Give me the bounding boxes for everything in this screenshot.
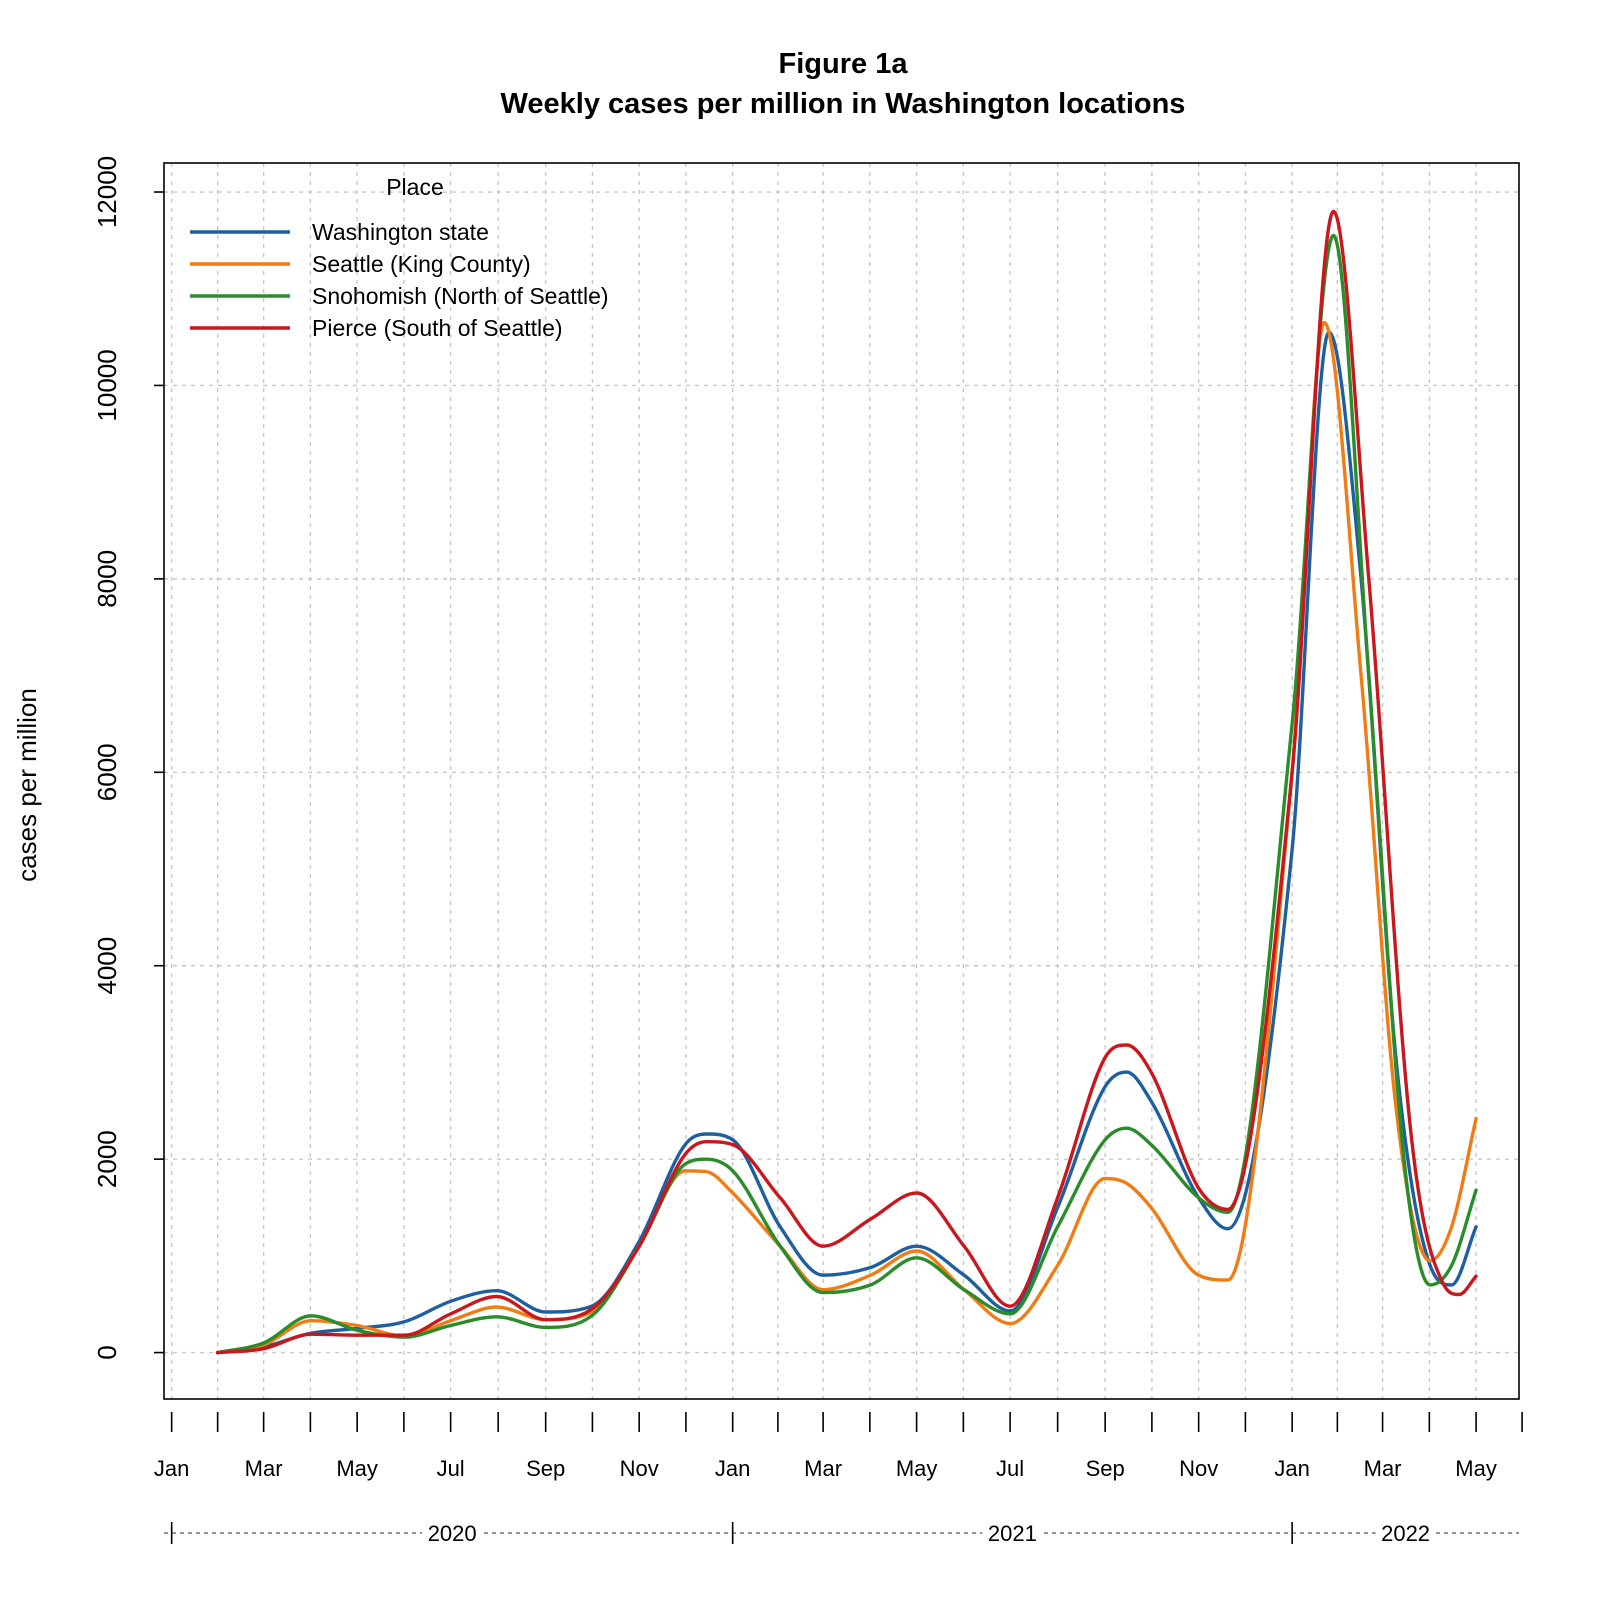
x-tick-label: Jul	[996, 1456, 1024, 1481]
legend-label: Pierce (South of Seattle)	[312, 315, 563, 341]
legend-label: Washington state	[312, 219, 489, 245]
x-tick-label: Sep	[1086, 1456, 1125, 1481]
series-line-snohomish-north-of-seattle	[215, 233, 1478, 1355]
legend-label: Seattle (King County)	[312, 251, 531, 277]
year-axis: 2020 2021 2022	[164, 1519, 1519, 1547]
x-tick-label: Nov	[1179, 1456, 1218, 1481]
chart-title: Figure 1a	[779, 48, 909, 80]
x-tick-label: Mar	[1364, 1456, 1402, 1481]
y-tick-label: 0	[92, 1345, 122, 1359]
x-tick-label: Jan	[1274, 1456, 1309, 1481]
x-tick-label: Mar	[804, 1456, 842, 1481]
x-tick-label: May	[896, 1456, 938, 1481]
year-label: 2022	[1381, 1521, 1430, 1546]
chart-subtitle: Weekly cases per million in Washington l…	[501, 88, 1186, 120]
legend: Place Washington state Seattle (King Coun…	[190, 174, 609, 341]
series-lines	[215, 209, 1478, 1355]
year-label: 2020	[428, 1521, 477, 1546]
plot-frame	[163, 162, 1520, 1400]
x-tick-label: Sep	[526, 1456, 565, 1481]
x-tick-label: May	[336, 1456, 378, 1481]
y-tick-label: 2000	[92, 1130, 122, 1188]
series-line-washington-state	[215, 330, 1478, 1355]
x-tick-label: Jul	[437, 1456, 465, 1481]
x-tick-label: Mar	[245, 1456, 283, 1481]
series-line-seattle-king-county	[215, 320, 1478, 1355]
grid	[164, 163, 1519, 1399]
legend-label: Snohomish (North of Seattle)	[312, 283, 609, 309]
year-label-background	[1375, 1519, 1436, 1547]
legend-title: Place	[386, 174, 444, 200]
y-tick-label: 8000	[92, 550, 122, 608]
y-tick-label: 4000	[92, 937, 122, 995]
x-tick-label: May	[1455, 1456, 1497, 1481]
y-axis: 0 2000 4000 6000 8000 10000 12000	[92, 156, 164, 1360]
year-label-background	[422, 1519, 483, 1547]
x-tick-label: Jan	[715, 1456, 750, 1481]
y-tick-label: 12000	[92, 156, 122, 228]
y-axis-label: cases per million	[12, 688, 42, 882]
y-tick-label: 6000	[92, 743, 122, 801]
x-axis: Jan Mar May Jul Sep Nov Jan Mar May Jul Sep Nov Jan M…	[154, 1412, 1523, 1481]
x-tick-label: Jan	[154, 1456, 189, 1481]
y-tick-label: 10000	[92, 349, 122, 421]
year-label-background	[982, 1519, 1043, 1547]
series-line-pierce-south-of-seattle	[215, 209, 1478, 1355]
x-tick-label: Nov	[620, 1456, 659, 1481]
year-label: 2021	[988, 1521, 1037, 1546]
